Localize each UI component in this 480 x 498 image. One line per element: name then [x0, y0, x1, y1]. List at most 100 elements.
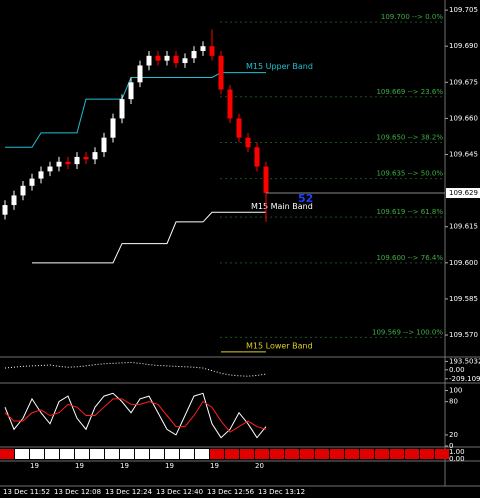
- session-label: 19: [165, 462, 174, 470]
- candle-body: [245, 137, 251, 148]
- indicator-line: [4, 398, 267, 433]
- session-cell: [435, 449, 449, 459]
- session-cell: [150, 449, 164, 459]
- session-scale: 0.00: [449, 455, 465, 463]
- session-cell: [120, 449, 134, 459]
- time-label: 13 Dec 12:24: [105, 488, 153, 496]
- y-tick-label: -209.1093: [449, 375, 480, 383]
- y-tick-label: 80: [449, 398, 458, 406]
- y-tick-label: 109.675: [449, 78, 478, 86]
- session-label: 20: [255, 462, 264, 470]
- y-tick-label: 109.615: [449, 223, 478, 231]
- session-cell: [75, 449, 89, 459]
- candle-body: [254, 147, 260, 167]
- candle-body: [146, 55, 152, 66]
- candle-body: [200, 46, 206, 52]
- candle-body: [218, 55, 224, 90]
- y-tick-label: 109.705: [449, 6, 478, 14]
- candle-body: [236, 118, 242, 138]
- fib-label: 109.669 --> 23.6%: [376, 88, 443, 96]
- fib-label: 109.650 --> 38.2%: [376, 133, 443, 141]
- session-cell: [60, 449, 74, 459]
- session-cell: [375, 449, 389, 459]
- session-cell: [255, 449, 269, 459]
- candle-body: [56, 161, 62, 167]
- current-price-box: [446, 188, 480, 199]
- session-cell: [270, 449, 284, 459]
- time-label: 13 Dec 12:08: [54, 488, 101, 496]
- candle-body: [227, 89, 233, 119]
- session-cell: [30, 449, 44, 459]
- candle-body: [119, 99, 125, 119]
- y-tick-label: 109.585: [449, 295, 478, 303]
- candle-body: [29, 178, 35, 186]
- session-cell: [240, 449, 254, 459]
- y-tick-label: 0: [449, 442, 453, 450]
- session-cell: [300, 449, 314, 459]
- y-tick-label: 20: [449, 431, 458, 439]
- session-scale: 1.00: [449, 448, 465, 456]
- candle-body: [164, 55, 170, 61]
- y-tick-label: 100: [449, 387, 462, 395]
- session-cell: [0, 449, 14, 459]
- candle-body: [155, 55, 161, 61]
- y-tick-label: 109.570: [449, 331, 478, 339]
- candle-body: [20, 185, 26, 196]
- session-label: 19: [120, 462, 129, 470]
- candle-body: [74, 156, 80, 165]
- session-cell: [90, 449, 104, 459]
- y-tick-label: 109.600: [449, 259, 478, 267]
- candle-body: [128, 82, 134, 100]
- session-cell: [45, 449, 59, 459]
- candle-body: [2, 205, 8, 215]
- candle-body: [11, 195, 17, 206]
- session-cell: [360, 449, 374, 459]
- candle-body: [92, 152, 98, 160]
- session-cell: [135, 449, 149, 459]
- y-tick-label: 0.00: [449, 366, 465, 374]
- session-cell: [165, 449, 179, 459]
- session-cell: [105, 449, 119, 459]
- candle-body: [182, 58, 188, 64]
- candle-body: [65, 161, 71, 165]
- session-cell: [405, 449, 419, 459]
- candle-body: [173, 55, 179, 64]
- session-cell: [15, 449, 29, 459]
- candle-body: [38, 171, 44, 179]
- session-label: 19: [75, 462, 84, 470]
- session-label: 19: [30, 462, 39, 470]
- candle-body: [83, 156, 89, 160]
- band-label: M15 Main Band: [251, 202, 313, 211]
- candle-body: [209, 46, 215, 56]
- session-cell: [180, 449, 194, 459]
- candle-body: [101, 137, 107, 153]
- y-tick-label: 109.660: [449, 114, 478, 122]
- session-cell: [225, 449, 239, 459]
- current-price-label: 109.629: [449, 189, 478, 197]
- fib-label: 109.700 --> 0.0%: [381, 13, 443, 21]
- candle-body: [110, 118, 116, 138]
- y-tick-label: 193.5032: [449, 357, 480, 365]
- session-cell: [285, 449, 299, 459]
- candle-body: [263, 166, 269, 194]
- candle-body: [137, 65, 143, 83]
- fib-label: 109.569 --> 100.0%: [372, 328, 443, 336]
- session-label: 19: [210, 462, 219, 470]
- session-cell: [420, 449, 434, 459]
- fib-label: 109.600 --> 76.4%: [376, 254, 443, 262]
- time-label: 13 Dec 12:56: [207, 488, 255, 496]
- session-cell: [210, 449, 224, 459]
- session-cell: [330, 449, 344, 459]
- y-tick-label: 109.690: [449, 42, 478, 50]
- time-label: 13 Dec 13:12: [258, 488, 305, 496]
- band-label: M15 Lower Band: [246, 341, 313, 350]
- candle-body: [47, 166, 53, 172]
- time-label: 13 Dec 12:40: [156, 488, 203, 496]
- candle-body: [191, 51, 197, 59]
- indicator-line: [4, 392, 267, 439]
- session-cell: [315, 449, 329, 459]
- time-label: 13 Dec 11:52: [3, 488, 50, 496]
- session-cell: [390, 449, 404, 459]
